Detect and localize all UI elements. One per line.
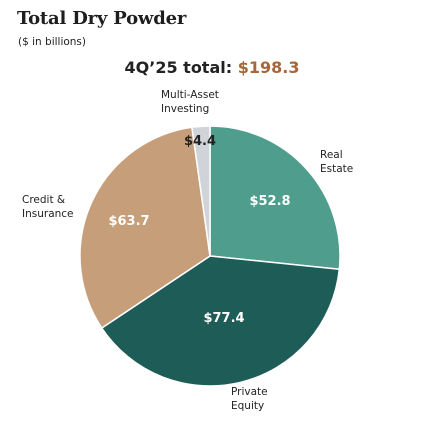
value-label-multi-asset-investing: $4.4 <box>184 134 216 149</box>
chart-subtitle: ($ in billions) <box>18 36 87 48</box>
value-label-real-estate: $52.8 <box>249 194 290 209</box>
total-value: $198.3 <box>237 58 300 77</box>
total-summary: 4Q’25 total: $198.3 <box>0 58 424 77</box>
category-label-private-equity: Private Equity <box>231 386 268 412</box>
category-label-real-estate: Real Estate <box>320 149 353 175</box>
chart-title: Total Dry Powder <box>17 8 187 29</box>
total-label: 4Q’25 total: <box>124 58 233 77</box>
category-label-credit-insurance: Credit & Insurance <box>22 194 74 220</box>
value-label-credit-insurance: $63.7 <box>108 214 149 229</box>
pie-slice-multi-asset-investing <box>191 125 211 257</box>
pie-slice-real-estate <box>209 125 341 271</box>
value-label-private-equity: $77.4 <box>203 311 244 326</box>
category-label-multi-asset-investing: Multi-Asset Investing <box>161 89 219 115</box>
pie-slice-private-equity <box>100 255 341 387</box>
pie-slice-credit-insurance <box>79 126 211 330</box>
